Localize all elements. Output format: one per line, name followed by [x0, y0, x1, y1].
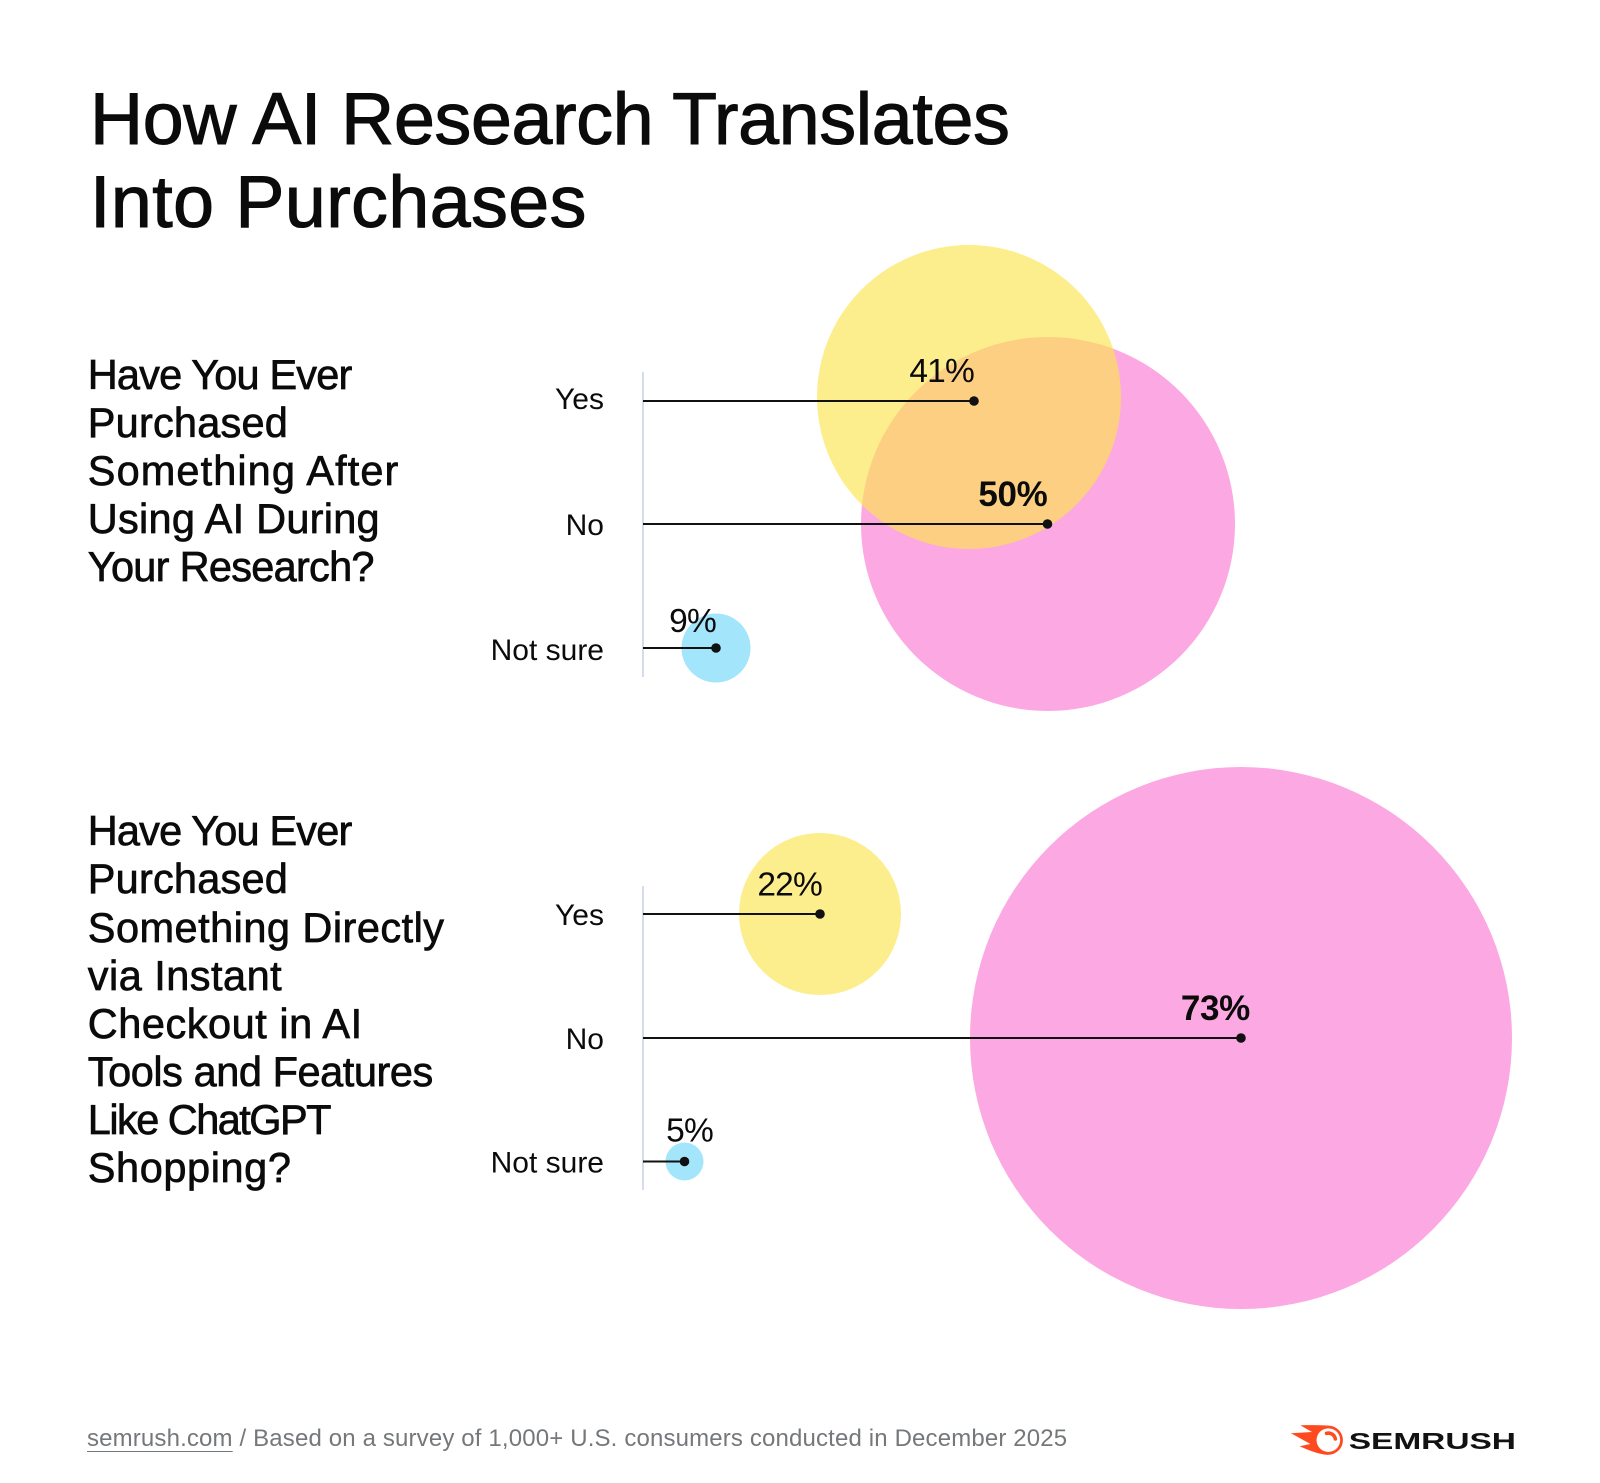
svg-text:5%: 5% — [666, 1113, 713, 1150]
svg-text:Not sure: Not sure — [491, 1147, 604, 1180]
svg-text:Yes: Yes — [555, 383, 604, 416]
svg-text:9%: 9% — [669, 603, 716, 640]
svg-text:Yes: Yes — [555, 899, 604, 932]
svg-text:No: No — [566, 509, 604, 542]
svg-text:No: No — [566, 1023, 604, 1056]
svg-text:22%: 22% — [757, 867, 822, 904]
svg-text:73%: 73% — [1181, 989, 1250, 1028]
svg-text:41%: 41% — [909, 353, 974, 390]
svg-text:50%: 50% — [978, 475, 1047, 514]
svg-text:Not sure: Not sure — [491, 634, 604, 667]
